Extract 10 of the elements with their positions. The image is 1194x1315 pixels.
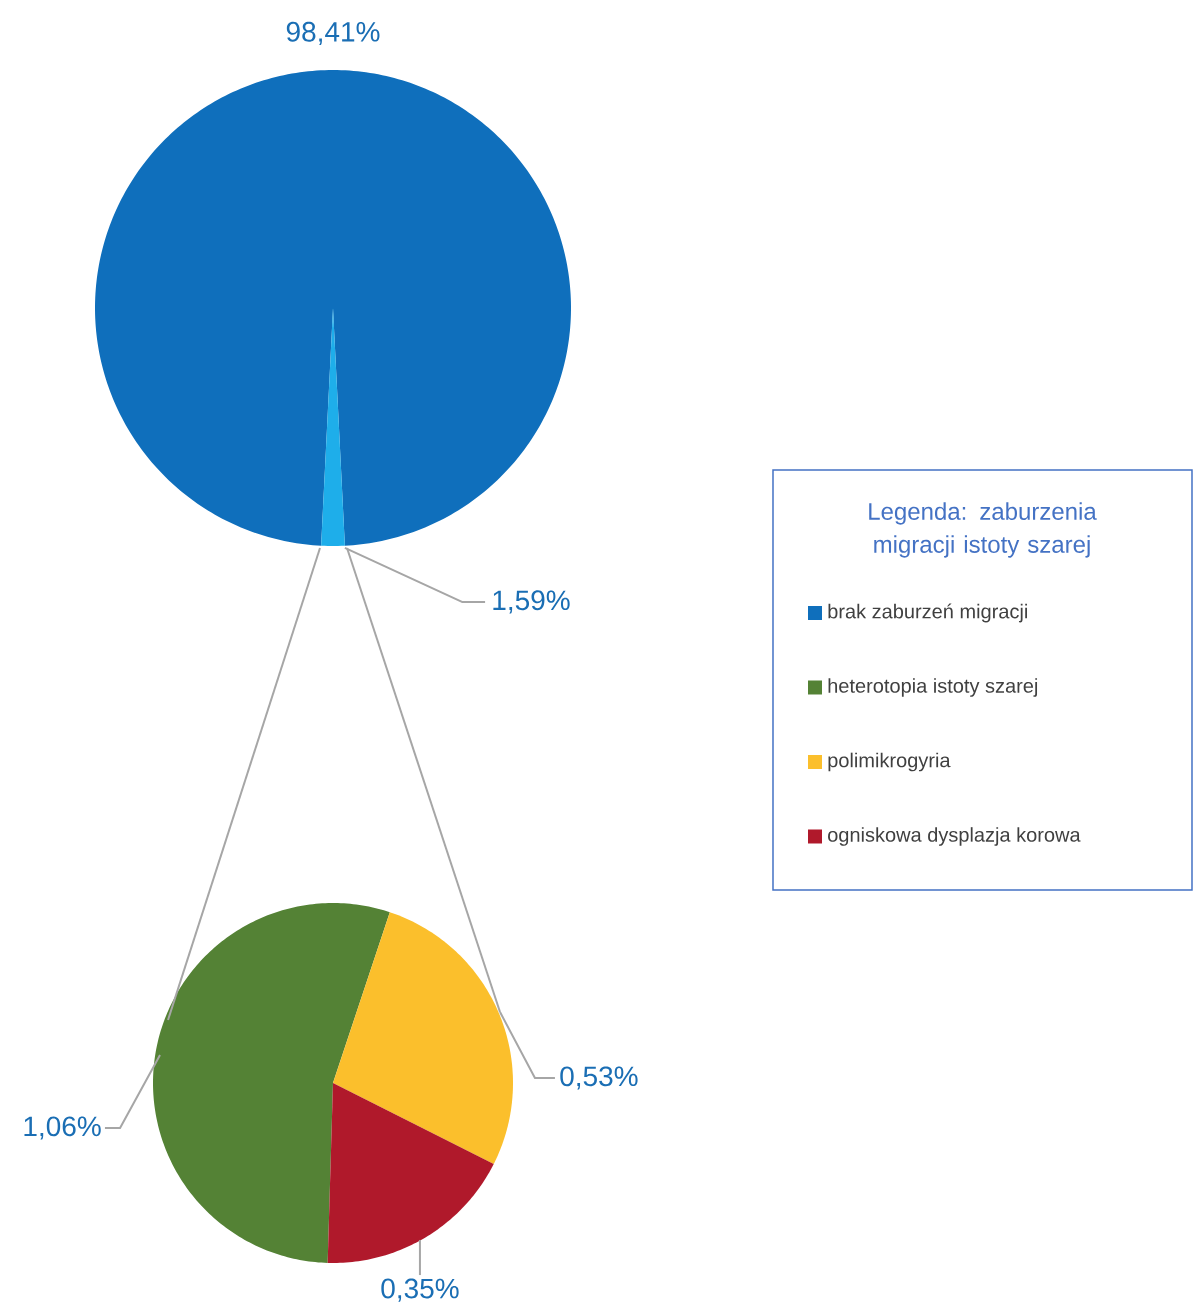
legend-label: polimikrogyria	[828, 752, 951, 772]
legend-title: Legenda: zaburzenia migracji istoty szarej	[869, 502, 1097, 558]
data-label: 0,53%	[560, 1066, 638, 1090]
data-label: 1,06%	[24, 1116, 101, 1140]
data-label: 98,41%	[286, 21, 380, 45]
data-label: 1,59%	[493, 590, 570, 614]
legend-label: brak zaburzeń migracji	[828, 603, 1027, 623]
data-label: 0,35%	[381, 1278, 459, 1302]
legend-label: ogniskowa dysplazja korowa	[828, 827, 1081, 846]
legend-label: heterotopia istoty szarej	[828, 678, 1038, 697]
